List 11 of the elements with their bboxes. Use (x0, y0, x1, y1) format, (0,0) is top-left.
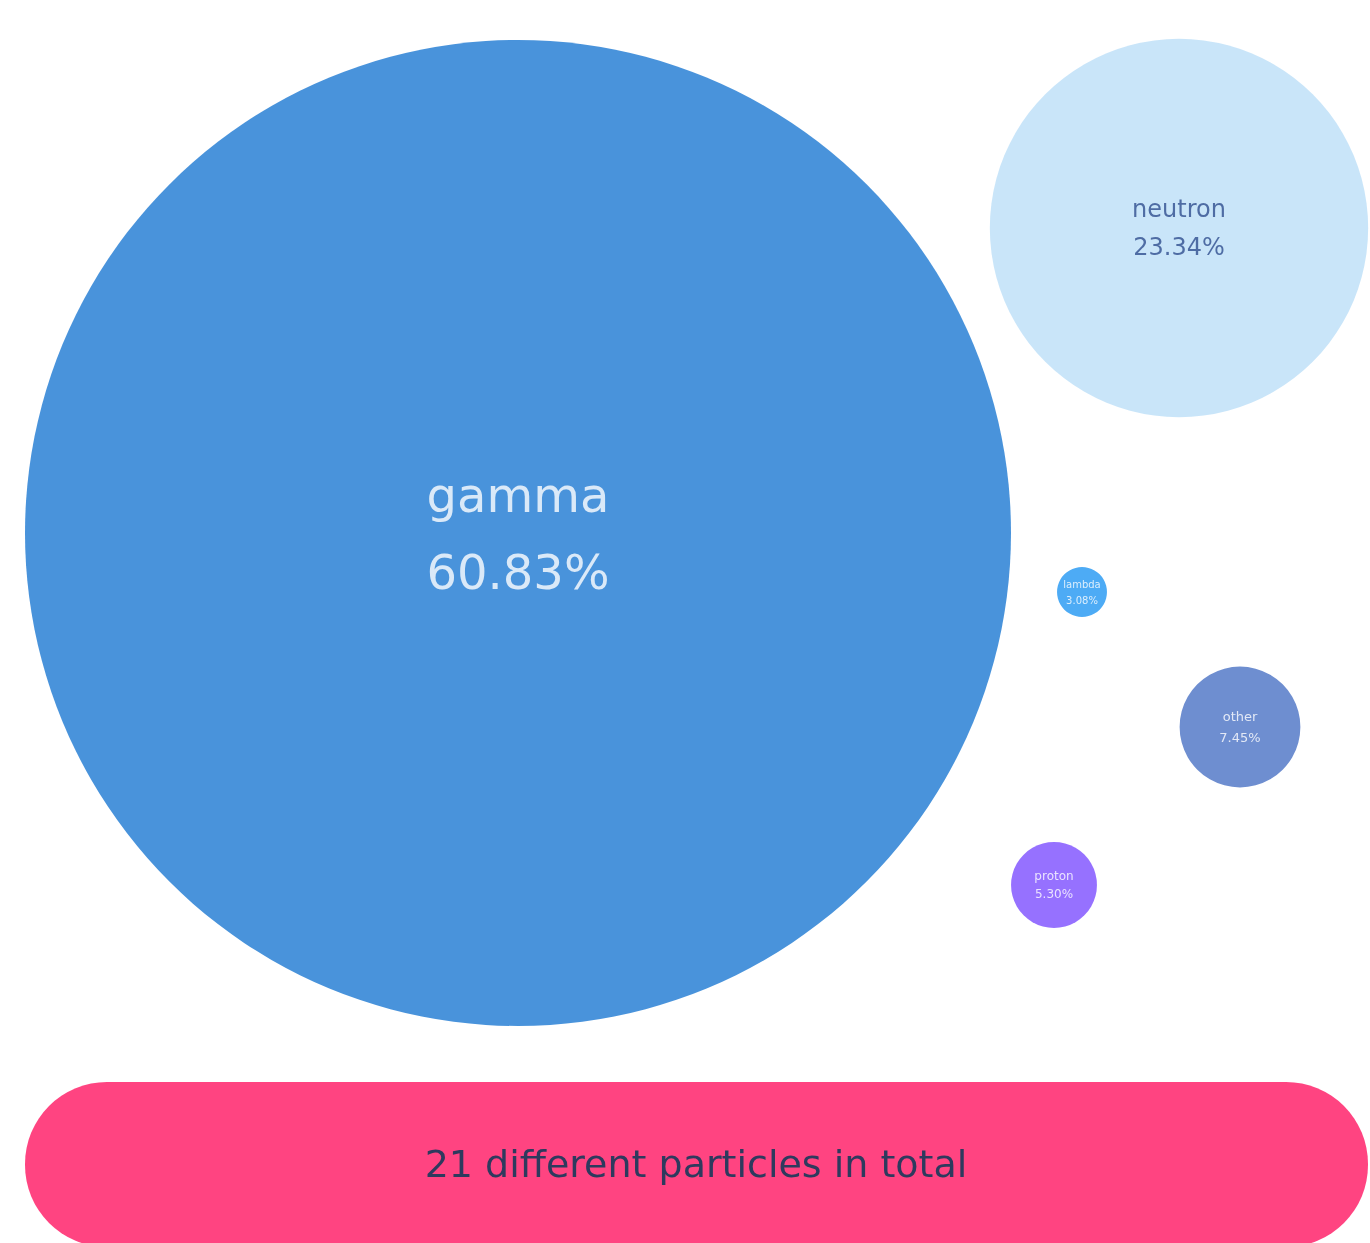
category-label: other (1222, 709, 1258, 724)
category-label: neutron (1132, 195, 1226, 223)
category-label: lambda (1063, 578, 1101, 590)
category-label: gamma (426, 466, 610, 523)
data-label: 23.34% (1133, 233, 1225, 261)
data-label: 7.45% (1219, 730, 1261, 745)
data-label: 3.08% (1066, 594, 1098, 606)
data-label: 60.83% (426, 543, 610, 600)
data-label: 5.30% (1034, 887, 1074, 901)
category-label: proton (1034, 869, 1074, 883)
text: 21 different particles in total (424, 1142, 968, 1186)
